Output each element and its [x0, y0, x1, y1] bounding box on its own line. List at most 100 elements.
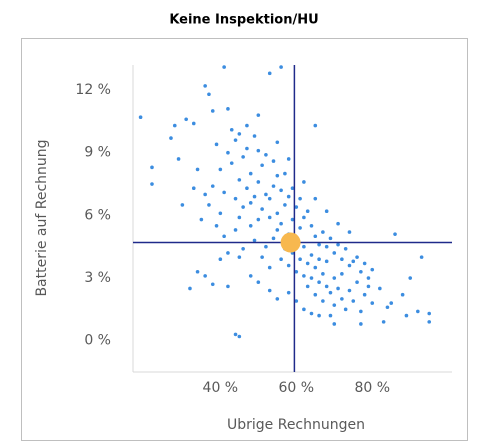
point [210, 109, 215, 113]
point [241, 205, 245, 209]
point [237, 215, 242, 220]
point [294, 205, 299, 209]
point [233, 332, 238, 337]
point [191, 186, 196, 191]
point [264, 153, 268, 157]
point [241, 246, 245, 251]
point [302, 244, 306, 249]
point [210, 282, 215, 287]
point [256, 180, 261, 184]
chart-frame [21, 38, 468, 441]
point [207, 92, 211, 97]
point [321, 272, 325, 276]
point [222, 234, 226, 239]
point [302, 180, 306, 184]
point [279, 221, 283, 226]
point [328, 313, 333, 318]
point [324, 244, 329, 249]
point [378, 286, 382, 291]
point [351, 299, 356, 303]
y-tick-label: 9 % [84, 145, 111, 161]
point [340, 297, 344, 301]
point [313, 265, 318, 270]
x-tick-label: 80 % [354, 380, 390, 396]
point [267, 71, 272, 76]
highlight-point [280, 232, 301, 253]
point [309, 224, 314, 228]
point [260, 207, 264, 211]
point [203, 84, 207, 88]
point [233, 138, 238, 142]
point [359, 269, 363, 274]
point [172, 123, 177, 128]
point [400, 292, 405, 297]
point [321, 299, 325, 303]
point [359, 322, 363, 326]
point [203, 192, 207, 197]
point [385, 305, 390, 310]
point [218, 257, 223, 262]
point [275, 228, 280, 232]
point [427, 320, 432, 324]
point [248, 201, 253, 205]
point [283, 203, 287, 207]
point [184, 117, 188, 122]
point [355, 280, 359, 284]
point [305, 209, 310, 213]
point [241, 155, 245, 159]
point [256, 148, 261, 153]
point [207, 203, 211, 207]
y-tick-label: 0 % [84, 333, 111, 349]
point [298, 226, 302, 230]
point [252, 238, 257, 243]
point [275, 211, 280, 216]
point [237, 255, 242, 259]
chart-title: Keine Inspektion/HU [169, 13, 318, 28]
point [370, 267, 375, 272]
point [199, 217, 204, 222]
point [332, 276, 337, 280]
point [283, 171, 287, 176]
point [169, 136, 173, 140]
point [294, 269, 299, 274]
point [313, 123, 318, 128]
point [264, 244, 268, 249]
point [267, 196, 272, 201]
point [180, 203, 185, 207]
point [188, 286, 192, 291]
point [317, 313, 321, 318]
point [195, 269, 200, 274]
point [408, 276, 413, 280]
point [229, 127, 234, 132]
point [332, 322, 337, 326]
point [298, 196, 302, 201]
point [317, 257, 321, 262]
point [286, 263, 291, 268]
point [294, 299, 299, 303]
point [286, 290, 291, 295]
point [138, 115, 143, 120]
point [176, 157, 181, 161]
point [275, 173, 280, 178]
point [275, 140, 280, 145]
point [351, 259, 356, 264]
point [427, 311, 432, 316]
point [313, 234, 318, 239]
point [226, 150, 230, 155]
point [229, 161, 234, 165]
point [252, 134, 257, 138]
y-tick-label: 6 % [84, 207, 111, 223]
point [286, 194, 291, 199]
point [256, 217, 261, 222]
x-tick-label: 40 % [203, 380, 239, 396]
point [416, 309, 420, 314]
point [191, 121, 196, 126]
point [248, 171, 253, 176]
point [366, 284, 371, 289]
point [347, 230, 352, 234]
point [313, 292, 318, 297]
point [332, 303, 337, 307]
point [264, 192, 268, 197]
point [302, 215, 306, 220]
